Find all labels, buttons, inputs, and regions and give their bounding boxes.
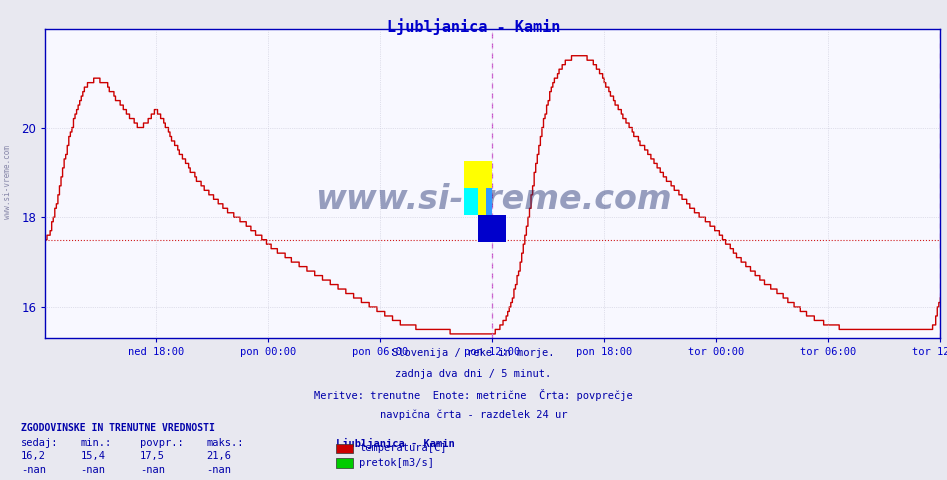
Text: min.:: min.: bbox=[80, 438, 112, 448]
Bar bbox=[486, 188, 492, 215]
Bar bbox=[478, 215, 506, 242]
Text: Ljubljanica - Kamin: Ljubljanica - Kamin bbox=[336, 438, 455, 449]
Text: www.si-vreme.com: www.si-vreme.com bbox=[3, 145, 12, 219]
Text: povpr.:: povpr.: bbox=[140, 438, 184, 448]
Text: navpična črta - razdelek 24 ur: navpična črta - razdelek 24 ur bbox=[380, 410, 567, 420]
Text: 17,5: 17,5 bbox=[140, 451, 165, 461]
Bar bbox=[464, 161, 492, 215]
Text: www.si-vreme.com: www.si-vreme.com bbox=[314, 182, 671, 216]
Text: maks.:: maks.: bbox=[206, 438, 244, 448]
Text: 16,2: 16,2 bbox=[21, 451, 45, 461]
Text: Ljubljanica - Kamin: Ljubljanica - Kamin bbox=[386, 18, 561, 35]
Text: Slovenija / reke in morje.: Slovenija / reke in morje. bbox=[392, 348, 555, 358]
Text: temperatura[C]: temperatura[C] bbox=[359, 444, 446, 453]
Text: ZGODOVINSKE IN TRENUTNE VREDNOSTI: ZGODOVINSKE IN TRENUTNE VREDNOSTI bbox=[21, 423, 215, 433]
Text: Meritve: trenutne  Enote: metrične  Črta: povprečje: Meritve: trenutne Enote: metrične Črta: … bbox=[314, 389, 633, 401]
Text: -nan: -nan bbox=[140, 465, 165, 475]
Text: zadnja dva dni / 5 minut.: zadnja dva dni / 5 minut. bbox=[396, 369, 551, 379]
Text: -nan: -nan bbox=[21, 465, 45, 475]
Text: 15,4: 15,4 bbox=[80, 451, 105, 461]
Text: -nan: -nan bbox=[80, 465, 105, 475]
Bar bbox=[464, 188, 478, 215]
Text: -nan: -nan bbox=[206, 465, 231, 475]
Text: 21,6: 21,6 bbox=[206, 451, 231, 461]
Text: sedaj:: sedaj: bbox=[21, 438, 59, 448]
Text: pretok[m3/s]: pretok[m3/s] bbox=[359, 458, 434, 468]
